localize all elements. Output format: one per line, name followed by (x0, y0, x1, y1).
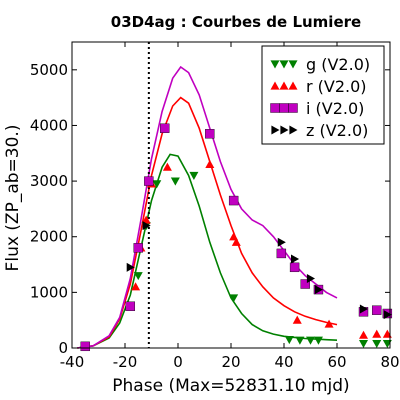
legend-marker (279, 81, 289, 90)
data-point (229, 294, 239, 303)
data-point (372, 305, 382, 315)
data-point (131, 282, 141, 291)
data-point (372, 329, 382, 338)
data-point (170, 177, 180, 186)
curve-triangle-down (77, 153, 338, 349)
x-axis-label: Phase (Max=52831.10 mjd) (112, 376, 349, 396)
data-point (133, 243, 143, 253)
data-point (306, 273, 315, 283)
data-point (80, 341, 90, 352)
data-point (359, 304, 368, 314)
data-point (300, 279, 310, 289)
legend-label: z (V2.0) (306, 121, 368, 140)
y-axis-label: Flux (ZP_ab=30.) (3, 125, 23, 272)
y-tick-label: 2000 (30, 228, 68, 246)
data-point (231, 237, 241, 246)
legend-label: g (V2.0) (306, 55, 370, 74)
data-point (142, 221, 151, 231)
legend-marker (280, 125, 289, 135)
legend-marker (288, 81, 298, 90)
legend-label: i (V2.0) (306, 99, 364, 118)
data-point (228, 195, 239, 206)
data-point (314, 285, 323, 295)
data-point (160, 123, 170, 133)
data-point (152, 180, 162, 189)
y-tick-label: 3000 (30, 172, 68, 190)
data-point (125, 301, 136, 311)
y-tick-label: 4000 (30, 116, 68, 134)
y-tick-label: 5000 (30, 61, 68, 79)
data-point (126, 262, 135, 272)
legend-label: r (V2.0) (306, 77, 367, 96)
legend-marker (270, 81, 280, 90)
data-point (144, 176, 154, 186)
legend-marker (289, 125, 298, 135)
data-point (141, 215, 151, 224)
legend-marker (279, 103, 289, 113)
data-point (372, 339, 382, 349)
legend-marker (271, 125, 280, 135)
data-point (205, 129, 215, 139)
legend: g (V2.0) r (V2.0) i (V2.0) z (V2.0) (261, 45, 385, 145)
x-tick-label: 80 (380, 353, 399, 371)
data-point (229, 232, 239, 241)
data-point (292, 315, 302, 324)
data-point (276, 248, 287, 259)
legend-marker (270, 103, 280, 113)
x-tick-label: -40 (60, 353, 85, 371)
data-point (359, 330, 368, 339)
data-point (291, 254, 300, 264)
y-tick-label: 1000 (30, 283, 68, 301)
x-tick-label: 60 (327, 353, 346, 371)
chart-title: 03D4ag : Courbes de Lumiere (111, 13, 361, 31)
x-tick-label: 20 (221, 353, 240, 371)
data-point (277, 237, 286, 247)
data-point (205, 159, 215, 168)
data-point (284, 336, 294, 345)
x-tick-label: -20 (113, 353, 138, 371)
data-point (324, 319, 334, 328)
data-point (383, 310, 392, 320)
data-point (306, 336, 315, 345)
data-point (313, 336, 323, 345)
plot-area: -40 -20 0 20 40 60 80 0 1000 2000 3000 4000 5000 (30, 41, 400, 371)
legend-marker (270, 60, 280, 69)
data-point (289, 262, 300, 273)
x-tick-label: 0 (173, 353, 183, 371)
legend-marker (288, 60, 298, 69)
data-point (359, 339, 368, 349)
data-point (133, 272, 143, 281)
data-point (295, 336, 305, 345)
legend-marker (288, 103, 298, 113)
x-tick-label: 40 (274, 353, 293, 371)
y-tick-label: 0 (58, 339, 68, 357)
data-point (189, 171, 199, 181)
data-point (162, 162, 172, 171)
legend-marker (279, 60, 289, 69)
